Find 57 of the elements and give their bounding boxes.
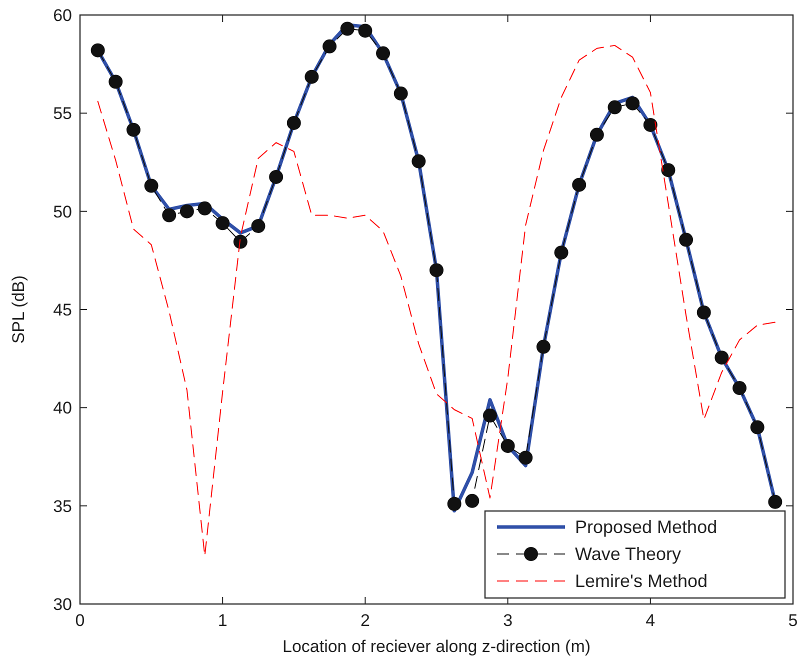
x-tick-label: 4 xyxy=(646,611,656,630)
point xyxy=(518,450,533,465)
point xyxy=(447,496,462,511)
y-tick-label: 30 xyxy=(53,595,72,614)
point xyxy=(500,438,515,453)
point xyxy=(304,70,319,84)
point xyxy=(251,219,266,234)
point xyxy=(732,381,747,396)
point xyxy=(269,170,284,184)
legend-label: Proposed Method xyxy=(575,517,718,537)
point xyxy=(679,232,694,247)
y-axis-title: SPL (dB) xyxy=(9,275,28,344)
point xyxy=(376,46,390,60)
point xyxy=(536,340,550,354)
y-tick-label: 55 xyxy=(53,104,72,124)
point xyxy=(90,43,105,58)
point xyxy=(180,204,194,218)
point xyxy=(198,201,212,216)
y-tick-label: 60 xyxy=(53,6,72,25)
point xyxy=(430,263,444,278)
point xyxy=(216,216,230,230)
point xyxy=(608,100,622,114)
point xyxy=(340,22,354,36)
point xyxy=(750,420,764,434)
point xyxy=(144,178,158,193)
point xyxy=(162,208,176,222)
y-tick-label: 35 xyxy=(53,496,72,516)
x-tick-label: 0 xyxy=(75,611,85,630)
point xyxy=(108,74,123,89)
legend-label: Wave Theory xyxy=(575,544,682,564)
point xyxy=(233,234,248,249)
y-tick-label: 45 xyxy=(53,300,72,320)
y-tick-label: 40 xyxy=(53,398,72,418)
point xyxy=(412,154,426,168)
point xyxy=(572,178,586,192)
point xyxy=(394,86,408,101)
point xyxy=(126,122,140,137)
point xyxy=(626,96,640,110)
point xyxy=(768,494,782,509)
point xyxy=(322,39,337,54)
point xyxy=(286,116,301,130)
x-tick-label: 3 xyxy=(503,611,513,630)
point xyxy=(590,128,604,142)
y-tick-label: 50 xyxy=(53,202,72,222)
point xyxy=(661,163,676,178)
x-tick-label: 1 xyxy=(218,611,228,630)
point xyxy=(696,305,711,320)
point xyxy=(643,118,658,132)
point xyxy=(358,24,372,38)
x-tick-label: 2 xyxy=(360,611,370,630)
point xyxy=(714,350,729,365)
x-axis-title: Location of reciever along z-direction (m) xyxy=(282,637,591,656)
point xyxy=(554,246,568,260)
legend-label: Lemire's Method xyxy=(575,571,708,591)
point xyxy=(465,494,480,508)
x-tick-label: 5 xyxy=(788,611,798,630)
point xyxy=(482,408,497,423)
